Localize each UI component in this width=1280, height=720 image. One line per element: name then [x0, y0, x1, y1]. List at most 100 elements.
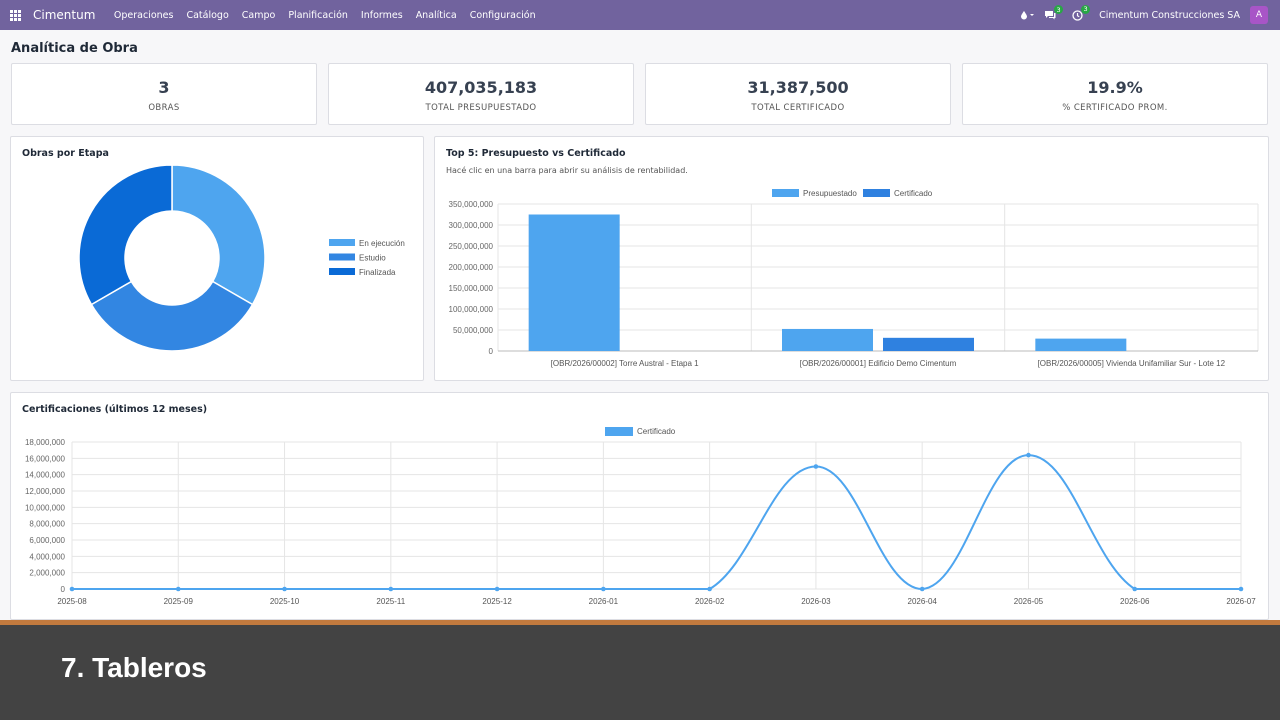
menu-item-catalogo[interactable]: Catálogo [186, 9, 229, 21]
y-tick-label: 8,000,000 [29, 520, 65, 529]
x-tick-label: 2025-11 [376, 597, 405, 606]
bar[interactable] [782, 328, 873, 351]
legend-swatch [329, 268, 355, 275]
data-point[interactable] [1132, 586, 1138, 592]
legend-label: Certificado [894, 189, 933, 198]
brand-name[interactable]: Cimentum [33, 8, 96, 22]
data-point[interactable] [282, 586, 287, 592]
legend-label: Estudio [359, 254, 386, 263]
kpi-label: OBRAS [148, 103, 180, 113]
activity-clock-icon[interactable]: 3 [1072, 4, 1091, 21]
data-point[interactable] [919, 586, 925, 592]
slide-title: 7. Tableros [61, 652, 207, 683]
x-tick-label: [OBR/2026/00002] Torre Austral - Etapa 1 [551, 359, 699, 368]
line-chart-card: Certificaciones (últimos 12 meses) Certi… [10, 392, 1269, 620]
card-title: Top 5: Presupuesto vs Certificado [446, 148, 626, 159]
kpi-value: 31,387,500 [747, 78, 849, 97]
menu-item-configuracion[interactable]: Configuración [469, 9, 536, 21]
y-tick-label: 300,000,000 [449, 221, 494, 230]
line-chart: Certificado 0 2,000,000 4,000,000 6,000,000 8… [25, 427, 1256, 606]
data-point[interactable] [1026, 452, 1031, 458]
kpi-card-total-certificado[interactable]: 31,387,500 TOTAL CERTIFICADO [645, 63, 951, 125]
legend-label: Certificado [637, 427, 676, 436]
y-tick-label: 0 [489, 347, 494, 356]
kpi-card-obras[interactable]: 3 OBRAS [11, 63, 317, 125]
data-point[interactable] [601, 586, 606, 592]
x-tick-label: [OBR/2026/00001] Edificio Demo Cimentum [800, 359, 957, 368]
y-tick-label: 50,000,000 [453, 326, 494, 335]
company-switcher[interactable]: Cimentum Construcciones SA [1099, 9, 1240, 21]
menu-item-informes[interactable]: Informes [360, 9, 403, 21]
y-tick-label: 200,000,000 [449, 263, 494, 272]
legend-swatch [863, 189, 890, 197]
legend-label: Finalizada [359, 268, 396, 277]
menu-item-campo[interactable]: Campo [241, 9, 276, 21]
y-tick-label: 18,000,000 [25, 438, 66, 447]
donut-slice[interactable] [171, 164, 266, 306]
bar[interactable] [883, 337, 974, 351]
x-tick-label: 2025-12 [482, 597, 512, 606]
y-tick-label: 10,000,000 [25, 503, 66, 512]
bar[interactable] [528, 214, 620, 352]
kpi-label: TOTAL PRESUPUESTADO [425, 103, 537, 113]
menu-item-planificacion[interactable]: Planificación [288, 9, 348, 21]
menu-item-operaciones[interactable]: Operaciones [113, 9, 174, 21]
x-tick-label: [OBR/2026/00005] Vivienda Unifamiliar Su… [1038, 359, 1226, 368]
y-tick-label: 14,000,000 [25, 471, 66, 480]
data-point[interactable] [175, 586, 181, 592]
menu-item-analitica[interactable]: Analítica [415, 9, 457, 21]
bar[interactable] [1035, 338, 1127, 351]
data-point[interactable] [388, 586, 394, 592]
apps-grid-icon[interactable] [0, 0, 30, 30]
card-title: Certificaciones (últimos 12 meses) [22, 404, 208, 415]
x-tick-label: 2026-04 [908, 597, 938, 606]
donut-slice[interactable] [78, 164, 173, 306]
drop-icon[interactable] [1020, 10, 1035, 20]
y-tick-label: 150,000,000 [449, 284, 494, 293]
x-tick-label: 2025-08 [57, 597, 87, 606]
activity-badge: 3 [1081, 4, 1091, 14]
donut-chart-card: Obras por Etapa En ejecución Estudio Final… [10, 136, 424, 381]
top-navbar: Cimentum Operaciones Catálogo Campo Plan… [0, 0, 1280, 30]
legend-swatch [329, 239, 355, 246]
navbar-systray: 3 3 Cimentum Construcciones SA A [1020, 4, 1280, 24]
kpi-value: 19.9% [1087, 78, 1143, 97]
x-tick-label: 2026-07 [1226, 597, 1256, 606]
data-point[interactable] [494, 586, 500, 592]
bar-chart-card: Top 5: Presupuesto vs Certificado Hacé c… [434, 136, 1269, 381]
page-title: Analítica de Obra [11, 41, 138, 56]
kpi-label: TOTAL CERTIFICADO [751, 103, 845, 113]
x-tick-label: 2025-09 [164, 597, 194, 606]
user-avatar[interactable]: A [1250, 6, 1268, 24]
main-menu: Operaciones Catálogo Campo Planificación… [107, 10, 542, 21]
data-point[interactable] [69, 586, 75, 592]
data-point[interactable] [707, 586, 712, 592]
card-subtitle: Hacé clic en una barra para abrir su aná… [446, 166, 688, 175]
x-tick-label: 2026-06 [1120, 597, 1150, 606]
x-tick-label: 2026-02 [695, 597, 725, 606]
y-tick-label: 350,000,000 [449, 200, 494, 209]
x-tick-label: 2025-10 [270, 597, 300, 606]
kpi-value: 3 [158, 78, 170, 97]
data-point[interactable] [813, 464, 819, 469]
donut-slice[interactable] [90, 280, 254, 352]
legend-swatch [329, 253, 355, 261]
kpi-card-total-presupuestado[interactable]: 407,035,183 TOTAL PRESUPUESTADO [328, 63, 634, 125]
y-tick-label: 0 [61, 585, 66, 594]
legend-label: Presupuestado [803, 189, 857, 198]
legend-swatch [605, 427, 633, 436]
legend-swatch [772, 189, 799, 197]
y-tick-label: 250,000,000 [449, 242, 494, 251]
y-tick-label: 6,000,000 [29, 536, 65, 545]
y-tick-label: 16,000,000 [25, 454, 66, 463]
chat-icon[interactable]: 3 [1044, 5, 1064, 20]
data-point[interactable] [1238, 586, 1244, 592]
y-tick-label: 2,000,000 [29, 569, 65, 578]
kpi-card-certificado-prom[interactable]: 19.9% % CERTIFICADO PROM. [962, 63, 1268, 125]
bar-chart: Presupuestado Certificado 0 50,000,000 100,0… [449, 189, 1259, 368]
legend-label: En ejecución [359, 239, 405, 248]
y-tick-label: 4,000,000 [29, 552, 65, 561]
donut-chart: En ejecución Estudio Finalizada [78, 164, 405, 352]
x-tick-label: 2026-05 [1014, 597, 1044, 606]
y-tick-label: 100,000,000 [449, 305, 494, 314]
